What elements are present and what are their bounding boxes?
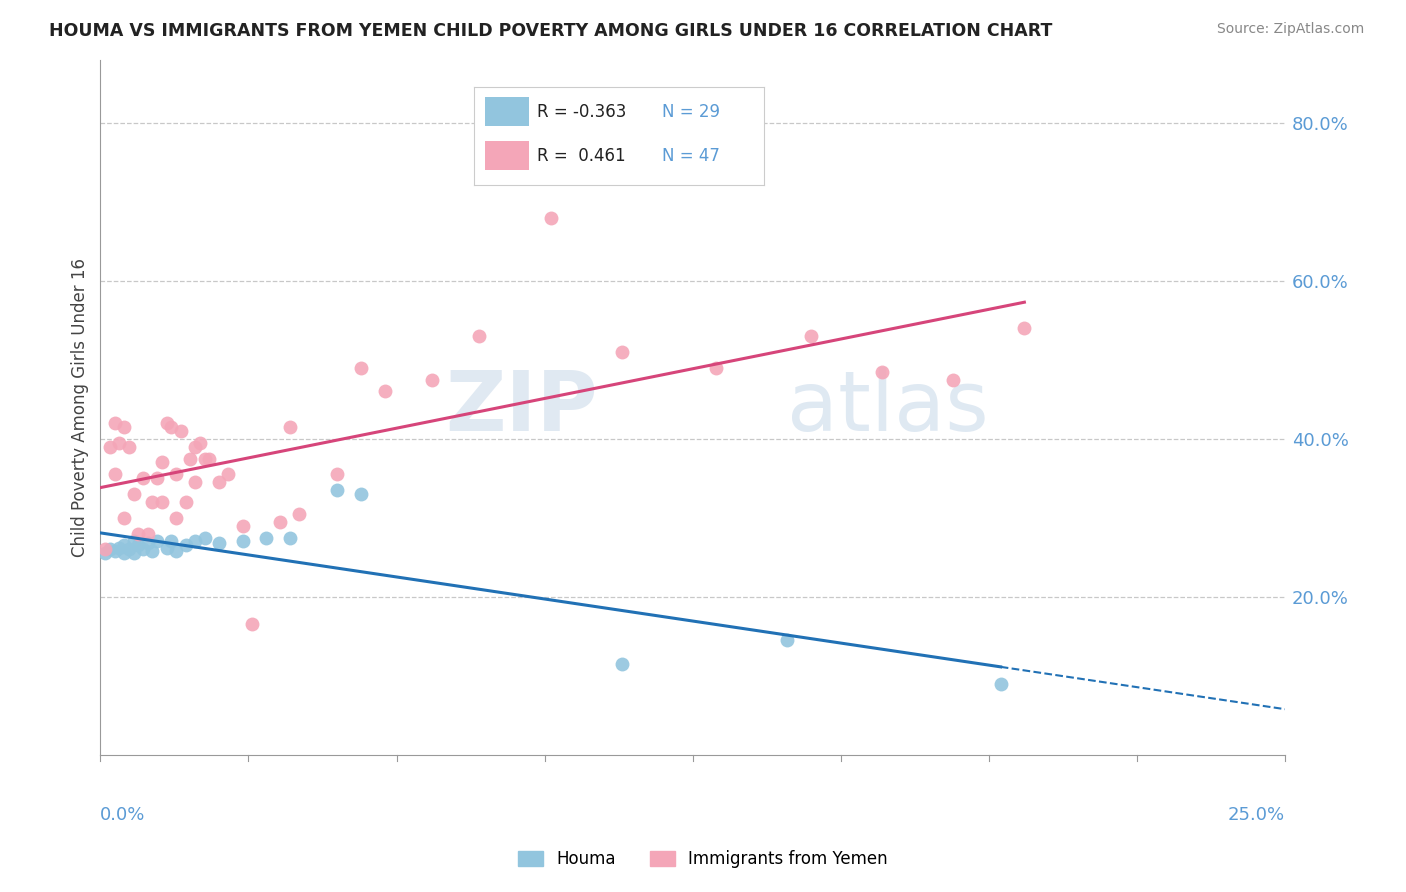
Point bbox=[540, 211, 562, 225]
Point bbox=[326, 467, 349, 482]
Point bbox=[776, 633, 799, 648]
Point bbox=[174, 538, 197, 552]
Point bbox=[165, 544, 187, 558]
Y-axis label: Child Poverty Among Girls Under 16: Child Poverty Among Girls Under 16 bbox=[72, 258, 89, 557]
Point bbox=[112, 538, 135, 552]
Point bbox=[165, 510, 187, 524]
Point bbox=[103, 467, 125, 482]
Point bbox=[254, 531, 277, 545]
Point bbox=[108, 541, 131, 555]
Point bbox=[194, 451, 217, 466]
Point bbox=[156, 416, 179, 430]
Point bbox=[179, 451, 201, 466]
Point bbox=[118, 440, 141, 454]
Point bbox=[136, 536, 159, 550]
Point bbox=[156, 541, 179, 555]
Point bbox=[146, 471, 169, 485]
Point bbox=[174, 495, 197, 509]
Text: 25.0%: 25.0% bbox=[1227, 806, 1285, 824]
Point bbox=[160, 534, 183, 549]
Point bbox=[610, 657, 633, 671]
Point bbox=[420, 372, 443, 386]
Point bbox=[122, 546, 145, 560]
Text: atlas: atlas bbox=[787, 367, 990, 448]
Point bbox=[374, 384, 396, 399]
Point bbox=[231, 534, 253, 549]
Point bbox=[269, 515, 291, 529]
Point bbox=[127, 538, 149, 552]
Point bbox=[870, 365, 893, 379]
Point bbox=[278, 531, 301, 545]
Point bbox=[112, 420, 135, 434]
Point bbox=[468, 329, 491, 343]
Point bbox=[132, 471, 155, 485]
Text: ZIP: ZIP bbox=[446, 367, 598, 448]
Point bbox=[240, 617, 263, 632]
Point bbox=[103, 416, 125, 430]
Point bbox=[208, 475, 231, 490]
Point bbox=[942, 372, 965, 386]
Point bbox=[127, 526, 149, 541]
Point bbox=[990, 676, 1012, 690]
Point bbox=[141, 544, 163, 558]
Point bbox=[217, 467, 239, 482]
Point bbox=[146, 534, 169, 549]
Point bbox=[288, 507, 311, 521]
Point bbox=[350, 360, 373, 375]
Point bbox=[184, 475, 207, 490]
Point bbox=[136, 526, 159, 541]
Point bbox=[194, 531, 217, 545]
Point bbox=[150, 495, 173, 509]
Point bbox=[800, 329, 823, 343]
Point bbox=[141, 495, 163, 509]
Point bbox=[112, 510, 135, 524]
Text: Source: ZipAtlas.com: Source: ZipAtlas.com bbox=[1216, 22, 1364, 37]
Point bbox=[165, 467, 187, 482]
Point bbox=[706, 360, 728, 375]
Point bbox=[1014, 321, 1036, 335]
Point bbox=[198, 451, 221, 466]
Point bbox=[150, 455, 173, 469]
Point bbox=[278, 420, 301, 434]
Point bbox=[231, 518, 253, 533]
Point bbox=[184, 534, 207, 549]
Point bbox=[208, 536, 231, 550]
Point bbox=[132, 542, 155, 557]
Point bbox=[188, 435, 211, 450]
Point bbox=[350, 487, 373, 501]
Point bbox=[98, 542, 121, 557]
Point bbox=[94, 546, 117, 560]
Point bbox=[118, 542, 141, 557]
Point bbox=[326, 483, 349, 497]
Point bbox=[610, 344, 633, 359]
Point bbox=[122, 487, 145, 501]
Point bbox=[108, 435, 131, 450]
Point bbox=[122, 534, 145, 549]
Text: HOUMA VS IMMIGRANTS FROM YEMEN CHILD POVERTY AMONG GIRLS UNDER 16 CORRELATION CH: HOUMA VS IMMIGRANTS FROM YEMEN CHILD POV… bbox=[49, 22, 1053, 40]
Point bbox=[103, 544, 125, 558]
Point bbox=[98, 440, 121, 454]
Point bbox=[160, 420, 183, 434]
Point bbox=[170, 424, 193, 438]
Point bbox=[184, 440, 207, 454]
Point bbox=[112, 546, 135, 560]
Text: 0.0%: 0.0% bbox=[100, 806, 146, 824]
Point bbox=[94, 542, 117, 557]
Legend: Houma, Immigrants from Yemen: Houma, Immigrants from Yemen bbox=[512, 844, 894, 875]
